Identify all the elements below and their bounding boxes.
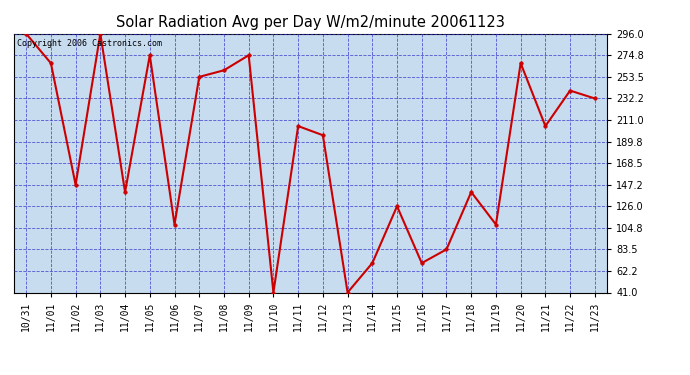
Title: Solar Radiation Avg per Day W/m2/minute 20061123: Solar Radiation Avg per Day W/m2/minute … <box>116 15 505 30</box>
Text: Copyright 2006 Castronics.com: Copyright 2006 Castronics.com <box>17 39 161 48</box>
